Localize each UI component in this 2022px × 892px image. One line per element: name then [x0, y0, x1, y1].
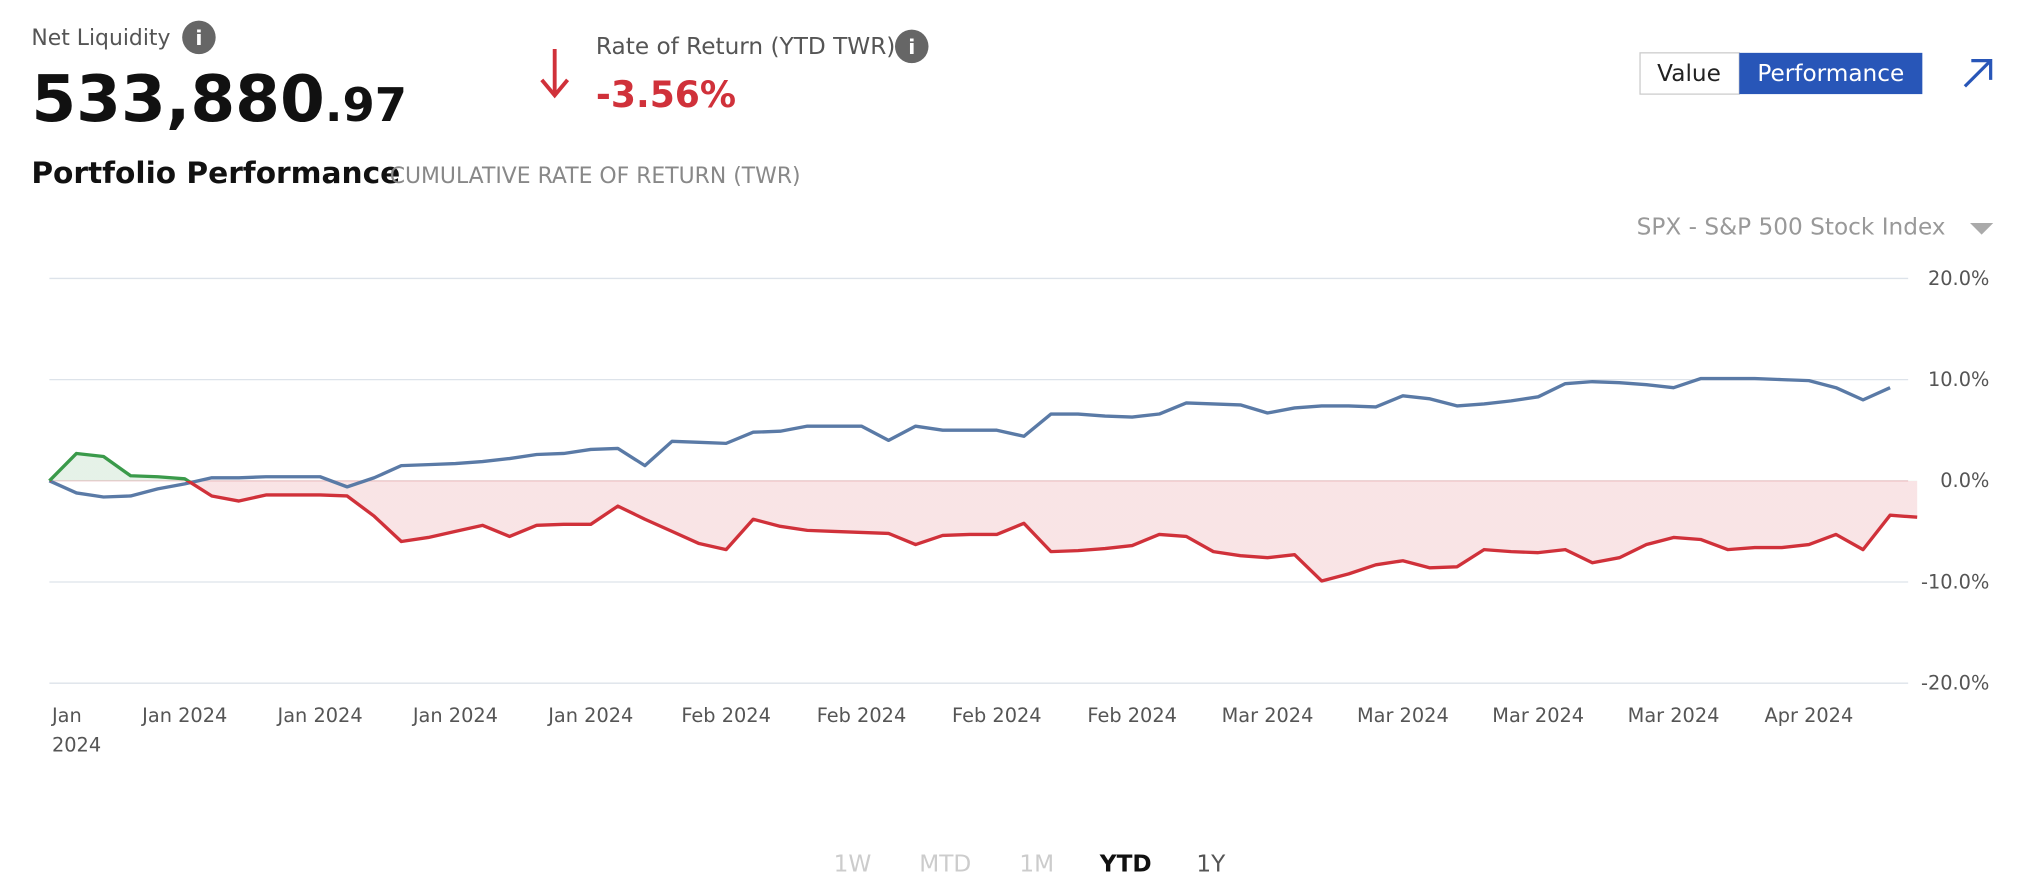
toggle-performance-label[interactable]: Performance — [1757, 60, 1904, 87]
expand-icon[interactable] — [1963, 58, 1993, 88]
range-button[interactable]: 1M — [1019, 850, 1054, 877]
net-liquidity-cents: .97 — [325, 78, 407, 132]
x-tick-label: Apr 2024 — [1765, 704, 1854, 727]
range-buttons: 1W MTD 1M YTD 1Y — [834, 850, 1226, 877]
net-liquidity-label: Net Liquidity — [31, 26, 170, 51]
return-label: Rate of Return (YTD TWR) — [596, 33, 895, 60]
net-liquidity-whole: 533,880 — [31, 62, 325, 137]
range-button[interactable]: 1W — [834, 850, 872, 877]
y-tick-label: -20.0% — [1921, 672, 1989, 695]
svg-text:i: i — [908, 35, 915, 59]
toggle-value-label[interactable]: Value — [1657, 60, 1721, 87]
area-fill — [49, 453, 1918, 581]
range-button[interactable]: YTD — [1099, 850, 1152, 877]
x-tick-label: Feb 2024 — [952, 704, 1042, 727]
dropdown-arrow[interactable] — [1970, 223, 1994, 235]
series-line — [48, 376, 1891, 499]
x-tick-label: Mar 2024 — [1357, 704, 1449, 727]
chart-subtitle: CUMULATIVE RATE OF RETURN (TWR) — [390, 164, 801, 189]
svg-text:i: i — [195, 26, 202, 50]
range-button[interactable]: 1Y — [1196, 850, 1226, 877]
net-liquidity: 533,880.97 — [31, 62, 407, 137]
x-tick-label: Mar 2024 — [1492, 704, 1584, 727]
chart: -20.0% -10.0% 0.0% 10.0% 20.0% Jan 2024 Jan 20… — [48, 267, 1989, 757]
toggle-performance[interactable] — [1739, 52, 1923, 95]
x-tick-label: Jan 2024 — [51, 704, 101, 757]
view-toggle: Value Performance — [1639, 52, 1923, 95]
y-tick-label: 10.0% — [1928, 368, 1989, 391]
range-button[interactable]: MTD — [919, 850, 971, 877]
x-tick-label: Feb 2024 — [681, 704, 771, 727]
info-icon[interactable]: i — [894, 29, 929, 64]
y-tick-label: 0.0% — [1940, 469, 1989, 492]
toggle-value[interactable] — [1639, 52, 1740, 95]
y-tick-label: 20.0% — [1928, 267, 1989, 290]
x-tick-label: Jan 2024 — [277, 704, 363, 727]
series-line — [48, 451, 1918, 583]
info-icon[interactable]: i — [182, 20, 216, 55]
chart-title: Portfolio Performance — [31, 155, 400, 190]
x-tick-label: Jan 2024 — [141, 704, 227, 727]
x-tick-label: Jan 2024 — [412, 704, 498, 727]
return-value: -3.56% — [596, 74, 736, 116]
x-tick-label: Mar 2024 — [1222, 704, 1314, 727]
x-tick-label: Feb 2024 — [1087, 704, 1177, 727]
x-tick-label: Mar 2024 — [1628, 704, 1720, 727]
x-tick-label: Jan 2024 — [547, 704, 633, 727]
down-arrow — [540, 48, 570, 99]
x-tick-label: Feb 2024 — [817, 704, 907, 727]
y-tick-label: -10.0% — [1921, 570, 1989, 593]
benchmark-select[interactable]: SPX - S&P 500 Stock Index — [1637, 214, 1946, 241]
